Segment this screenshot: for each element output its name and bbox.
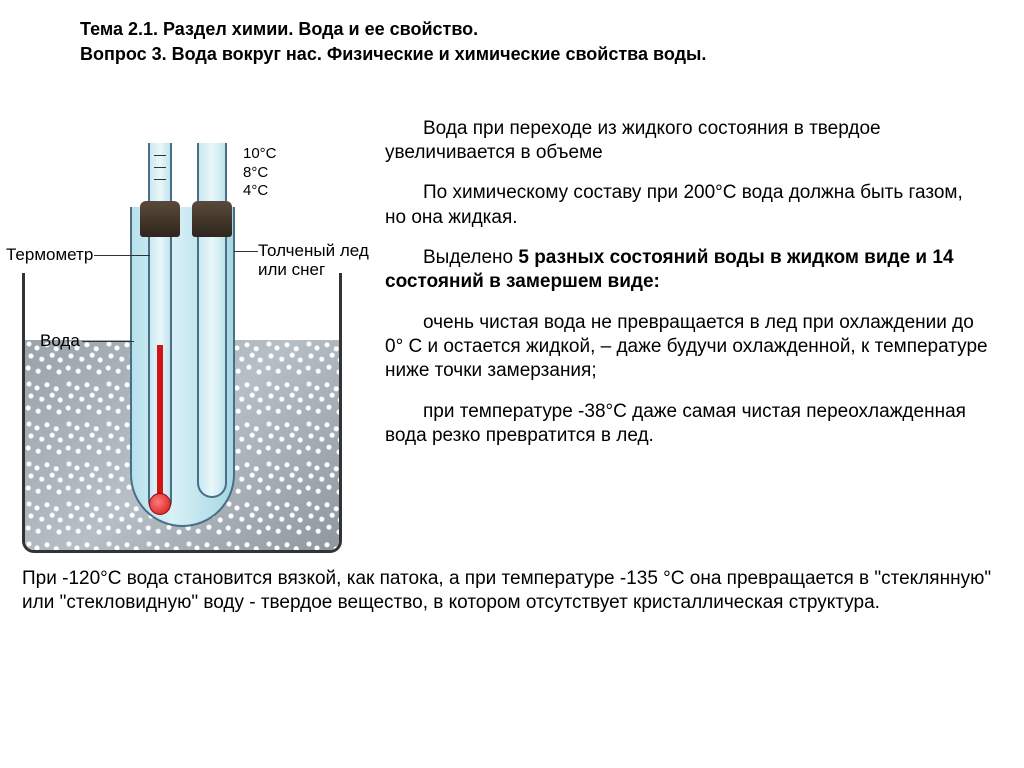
label-water: Вода — [40, 331, 80, 351]
text-column: Вода при переходе из жидкого состояния в… — [385, 87, 994, 557]
topic-line: Тема 2.1. Раздел химии. Вода и ее свойст… — [80, 18, 944, 41]
cork-left — [140, 201, 180, 237]
inner-test-tube — [197, 143, 227, 498]
paragraph-minus38: при температуре -38°С даже самая чистая … — [385, 400, 988, 449]
paragraph-purewater: очень чистая вода не превращается в лед … — [385, 311, 988, 384]
label-crushed-ice: Толченый лед или снег — [258, 241, 378, 280]
temp-10c: 10°C — [243, 145, 277, 164]
mercury-column — [157, 345, 163, 499]
slide-header: Тема 2.1. Раздел химии. Вода и ее свойст… — [0, 0, 1024, 77]
label-thermometer: Термометр — [6, 245, 93, 265]
footer-paragraph: При -120°С вода становится вязкой, как п… — [0, 557, 1024, 616]
thermometer-bulb — [149, 493, 171, 515]
cork-right — [192, 201, 232, 237]
question-line: Вопрос 3. Вода вокруг нас. Физические и … — [80, 43, 944, 66]
paragraph-composition: По химическому составу при 200°С вода до… — [385, 181, 988, 230]
content-row: 10°C 8°C 4°C Термометр Вода Толченый лед… — [0, 77, 1024, 557]
paragraph-states: Выделено 5 разных состояний воды в жидко… — [385, 246, 988, 295]
paragraph-expansion: Вода при переходе из жидкого состояния в… — [385, 117, 988, 166]
temp-8c: 8°C — [243, 164, 277, 183]
experiment-diagram: 10°C 8°C 4°C Термометр Вода Толченый лед… — [0, 137, 365, 557]
temperature-scale: 10°C 8°C 4°C — [243, 145, 277, 201]
temp-4c: 4°C — [243, 182, 277, 201]
